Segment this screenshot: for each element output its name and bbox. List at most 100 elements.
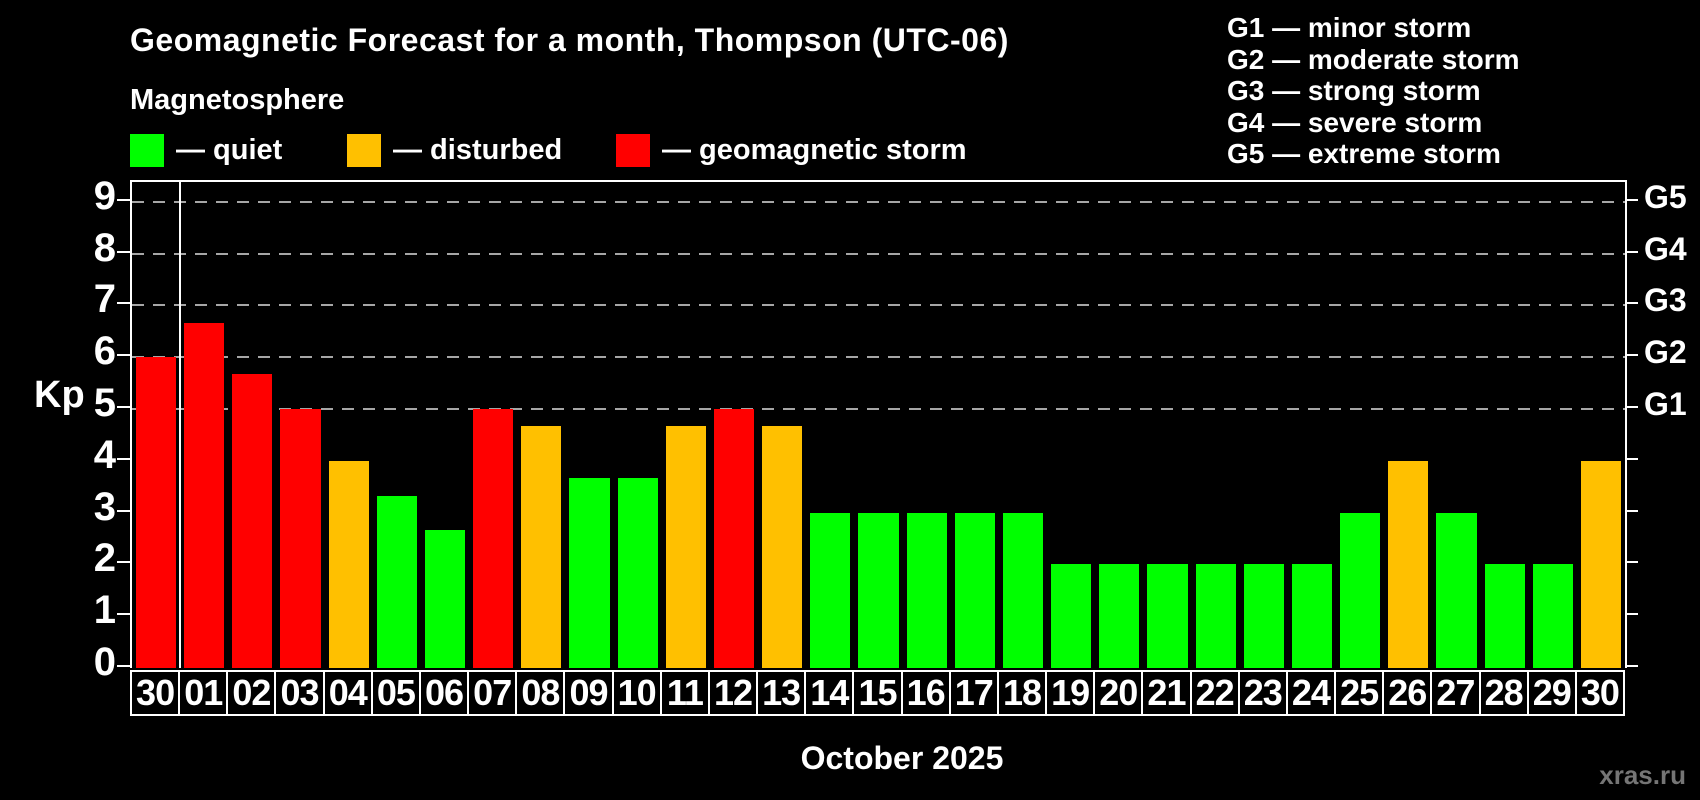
watermark: xras.ru: [1599, 760, 1686, 790]
y-tick-label-9: 9: [93, 173, 116, 218]
x-axis-day-labels: 30 01 02 03 04 05 06 07 08 09 10 11 12 13 14 15 16 17 18 19…: [130, 670, 1627, 716]
day-label-05-i5: 05: [370, 670, 421, 716]
bar-day-20-i20: [1099, 564, 1140, 668]
gridline-kp7: [132, 304, 1625, 307]
day-label-02-i2: 02: [226, 670, 277, 716]
bar-day-25-i25: [1340, 512, 1381, 668]
y-axis-tick-left-9: [117, 198, 130, 201]
x-axis-month-label: October 2025: [800, 740, 1004, 776]
y-axis-tick-left-7: [117, 302, 130, 305]
day-label-16-i16: 16: [900, 670, 951, 716]
bar-day-12-i12: [713, 409, 755, 668]
bar-day-28-i28: [1484, 564, 1525, 668]
day-label-18-i18: 18: [996, 670, 1048, 716]
chart-title: Geomagnetic Forecast for a month, Thomps…: [130, 22, 1009, 58]
month-divider-line: [179, 182, 182, 668]
bar-day-10-i10: [617, 477, 658, 668]
day-label-04-i4: 04: [322, 670, 373, 716]
bar-day-06-i6: [424, 529, 466, 668]
bar-day-26-i26: [1388, 460, 1429, 668]
day-label-09-i9: 09: [563, 670, 614, 716]
storm-scale-legend-line-4: G4 — severe storm: [1227, 106, 1483, 138]
y-axis-tick-left-2: [117, 561, 130, 564]
bar-day-09-i9: [569, 477, 610, 668]
y-tick-label-3: 3: [93, 484, 116, 529]
day-label-19-i19: 19: [1045, 670, 1096, 716]
legend-label-disturbed: — disturbed: [393, 133, 563, 166]
g-level-label-G5: G5: [1644, 178, 1687, 215]
bar-day-18-i18: [1002, 512, 1044, 668]
day-label-23-i23: 23: [1237, 670, 1288, 716]
plot-area: [130, 180, 1627, 668]
y-axis-tick-left-0: [117, 665, 130, 667]
y-axis-title: Kp: [34, 374, 85, 416]
day-label-08-i8: 08: [515, 670, 566, 716]
y-tick-label-2: 2: [93, 536, 116, 581]
storm-scale-legend-line-1: G1 — minor storm: [1227, 12, 1472, 43]
storm-scale-legend: G1 — minor storm G2 — moderate storm G3 — …: [1227, 12, 1520, 170]
g-level-label-G2: G2: [1644, 334, 1687, 371]
day-label-10-i10: 10: [611, 670, 662, 716]
bar-day-19-i19: [1051, 564, 1092, 668]
gridline-kp5: [132, 408, 1625, 410]
day-label-11-i11: 11: [659, 670, 710, 716]
y-tick-label-0: 0: [93, 640, 116, 684]
legend-item-disturbed: — disturbed: [347, 132, 562, 168]
bar-day-30-i30: [1580, 460, 1621, 668]
gridline-kp6: [132, 356, 1625, 359]
storm-scale-legend-line-5: G5 — extreme storm: [1227, 138, 1501, 169]
legend-item-storm: — geomagnetic storm: [616, 132, 967, 168]
y-tick-label-1: 1: [93, 588, 116, 633]
storm-scale-legend-line-2: G2 — moderate storm: [1227, 43, 1520, 75]
day-label-14-i14: 14: [804, 670, 855, 716]
chart-subtitle: Magnetosphere: [130, 84, 345, 116]
legend-label-storm: — geomagnetic storm: [662, 133, 967, 166]
day-label-30-i0: 30: [130, 670, 181, 716]
bar-day-08-i8: [521, 426, 562, 668]
bar-day-11-i11: [665, 426, 706, 668]
day-label-25-i25: 25: [1334, 670, 1385, 716]
bar-day-02-i2: [232, 374, 273, 668]
y-tick-label-7: 7: [93, 277, 116, 322]
day-label-30-i30: 30: [1574, 670, 1625, 716]
g-level-label-G1: G1: [1644, 386, 1687, 422]
day-label-17-i17: 17: [948, 670, 999, 716]
day-label-26-i26: 26: [1382, 670, 1433, 716]
y-axis-tick-left-1: [117, 613, 130, 616]
day-label-24-i24: 24: [1285, 670, 1337, 716]
day-label-07-i7: 07: [467, 670, 518, 716]
day-label-20-i20: 20: [1093, 670, 1144, 716]
day-label-28-i28: 28: [1478, 670, 1529, 716]
storm-scale-legend-line-3: G3 — strong storm: [1227, 75, 1481, 106]
bar-day-14-i14: [810, 512, 851, 668]
bar-day-15-i15: [858, 512, 899, 668]
bar-day-13-i13: [762, 426, 803, 668]
bar-day-24-i24: [1291, 564, 1333, 668]
g-level-label-G4: G4: [1644, 230, 1687, 267]
bar-day-21-i21: [1147, 564, 1188, 668]
g-level-label-G3: G3: [1644, 282, 1687, 319]
y-axis-tick-left-6: [117, 354, 130, 357]
bar-day-23-i23: [1243, 564, 1284, 668]
day-label-27-i27: 27: [1430, 670, 1481, 716]
legend-label-quiet: — quiet: [176, 133, 283, 166]
bar-day-16-i16: [906, 512, 947, 668]
y-axis-tick-left-4: [117, 457, 130, 460]
day-label-15-i15: 15: [852, 670, 903, 716]
legend-swatch-quiet: [130, 133, 164, 167]
bar-day-27-i27: [1436, 512, 1477, 668]
legend-swatch-storm: [616, 133, 650, 167]
bar-day-30-i0: [136, 357, 177, 668]
day-label-01-i1: 01: [178, 670, 229, 716]
bar-day-03-i3: [280, 409, 321, 668]
day-label-12-i12: 12: [707, 670, 759, 716]
day-label-03-i3: 03: [274, 670, 325, 716]
bar-day-07-i7: [473, 409, 514, 668]
legend-swatch-disturbed: [347, 133, 381, 167]
day-label-29-i29: 29: [1526, 670, 1577, 716]
day-label-06-i6: 06: [418, 670, 470, 716]
legend-item-quiet: — quiet: [130, 132, 282, 168]
bar-day-29-i29: [1532, 564, 1573, 668]
y-tick-label-8: 8: [93, 225, 116, 270]
